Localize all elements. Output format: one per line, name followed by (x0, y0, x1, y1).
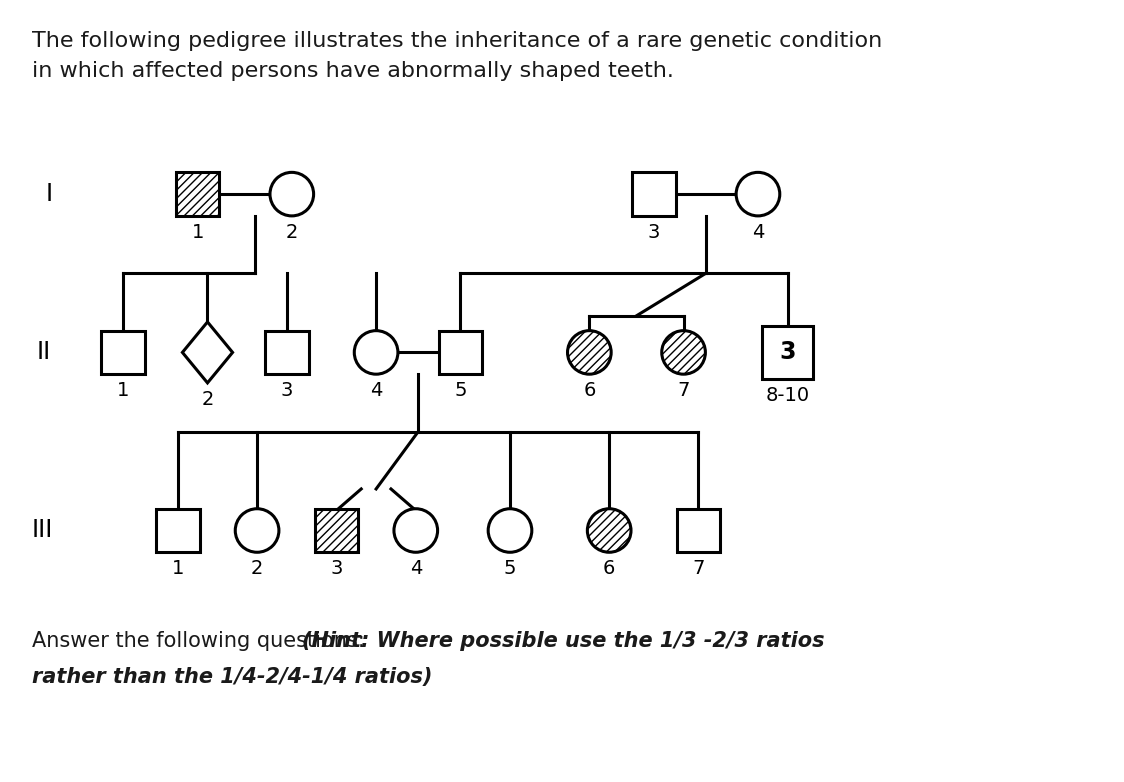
Text: 2: 2 (201, 389, 214, 409)
Text: 1: 1 (191, 223, 203, 242)
Text: 8-10: 8-10 (765, 386, 809, 405)
Text: 3: 3 (647, 223, 660, 242)
Circle shape (736, 172, 780, 216)
Bar (677, 509, 720, 552)
Text: 2: 2 (251, 559, 263, 578)
Circle shape (270, 172, 314, 216)
Bar (175, 172, 219, 216)
Bar (265, 331, 309, 374)
Text: II: II (37, 340, 51, 364)
Text: Answer the following questions:: Answer the following questions: (31, 631, 371, 651)
Text: 2: 2 (285, 223, 298, 242)
Text: III: III (31, 518, 53, 543)
Text: 4: 4 (409, 559, 422, 578)
Text: 7: 7 (692, 559, 705, 578)
Circle shape (488, 509, 532, 552)
Text: 5: 5 (504, 559, 516, 578)
Text: I: I (45, 182, 53, 206)
Text: 1: 1 (117, 381, 129, 400)
Circle shape (662, 331, 706, 374)
Text: (Hint: Where possible use the 1/3 -2/3 ratios: (Hint: Where possible use the 1/3 -2/3 r… (301, 631, 824, 651)
Text: in which affected persons have abnormally shaped teeth.: in which affected persons have abnormall… (31, 60, 673, 81)
Text: 3: 3 (779, 340, 796, 364)
Text: The following pedigree illustrates the inheritance of a rare genetic condition: The following pedigree illustrates the i… (31, 30, 882, 51)
Bar (156, 509, 200, 552)
Circle shape (235, 509, 279, 552)
Text: 3: 3 (281, 381, 293, 400)
Text: 6: 6 (602, 559, 615, 578)
Text: rather than the 1/4-2/4-1/4 ratios): rather than the 1/4-2/4-1/4 ratios) (31, 667, 433, 687)
Polygon shape (182, 322, 233, 383)
Text: 5: 5 (454, 381, 466, 400)
Text: 4: 4 (752, 223, 764, 242)
Bar (632, 172, 676, 216)
Bar (438, 331, 482, 374)
Text: 7: 7 (678, 381, 690, 400)
Bar (101, 331, 145, 374)
Circle shape (354, 331, 398, 374)
Bar (762, 326, 814, 379)
Text: 3: 3 (330, 559, 343, 578)
Text: 4: 4 (370, 381, 382, 400)
Circle shape (393, 509, 437, 552)
Circle shape (568, 331, 611, 374)
Text: 6: 6 (583, 381, 596, 400)
Text: 1: 1 (172, 559, 184, 578)
Circle shape (588, 509, 631, 552)
Bar (315, 509, 359, 552)
